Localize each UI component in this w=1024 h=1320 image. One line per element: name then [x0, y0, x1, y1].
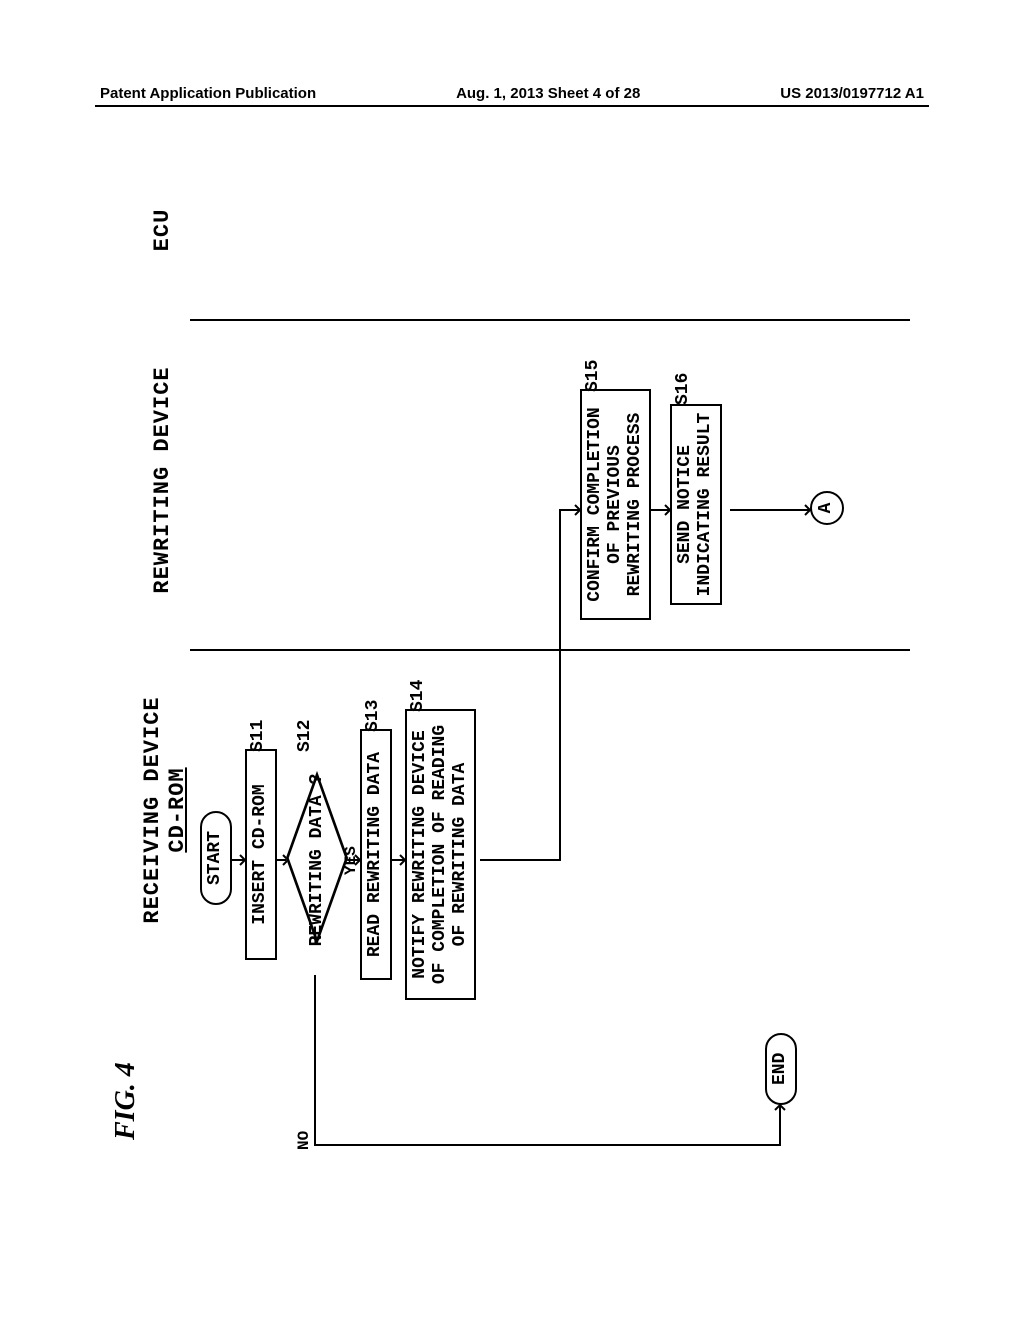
label-no: NO: [295, 1131, 313, 1150]
node-s14: NOTIFY REWRITING DEVICE OF COMPLETION OF…: [405, 709, 476, 1000]
node-s13: READ REWRITING DATA: [360, 729, 392, 980]
label-s14: S14: [408, 680, 428, 712]
col-ecu-title: ECU: [150, 170, 175, 290]
node-end: END: [765, 1033, 797, 1105]
label-s13: S13: [363, 700, 383, 732]
label-s15: S15: [583, 360, 603, 392]
col-receiving-title: RECEIVING DEVICE: [140, 670, 165, 950]
col-receiving-subtitle: CD-ROM: [165, 670, 190, 950]
page: Patent Application Publication Aug. 1, 2…: [0, 0, 1024, 1320]
flow-wires: [110, 80, 930, 1180]
node-s15: CONFIRM COMPLETION OF PREVIOUS REWRITING…: [580, 389, 651, 620]
label-s16: S16: [673, 373, 693, 405]
label-s11: S11: [248, 720, 268, 752]
connector-a: A: [810, 491, 844, 525]
node-s11: INSERT CD-ROM: [245, 749, 277, 960]
col-rewriting-title: REWRITING DEVICE: [150, 340, 175, 620]
label-s12: S12: [295, 720, 315, 752]
node-s12-text: REWRITING DATA ?: [307, 750, 327, 970]
label-yes: YES: [342, 846, 360, 875]
flowchart: FIG. 4: [110, 180, 1024, 980]
node-start: START: [200, 811, 232, 905]
node-s16: SEND NOTICE INDICATING RESULT: [670, 404, 722, 605]
